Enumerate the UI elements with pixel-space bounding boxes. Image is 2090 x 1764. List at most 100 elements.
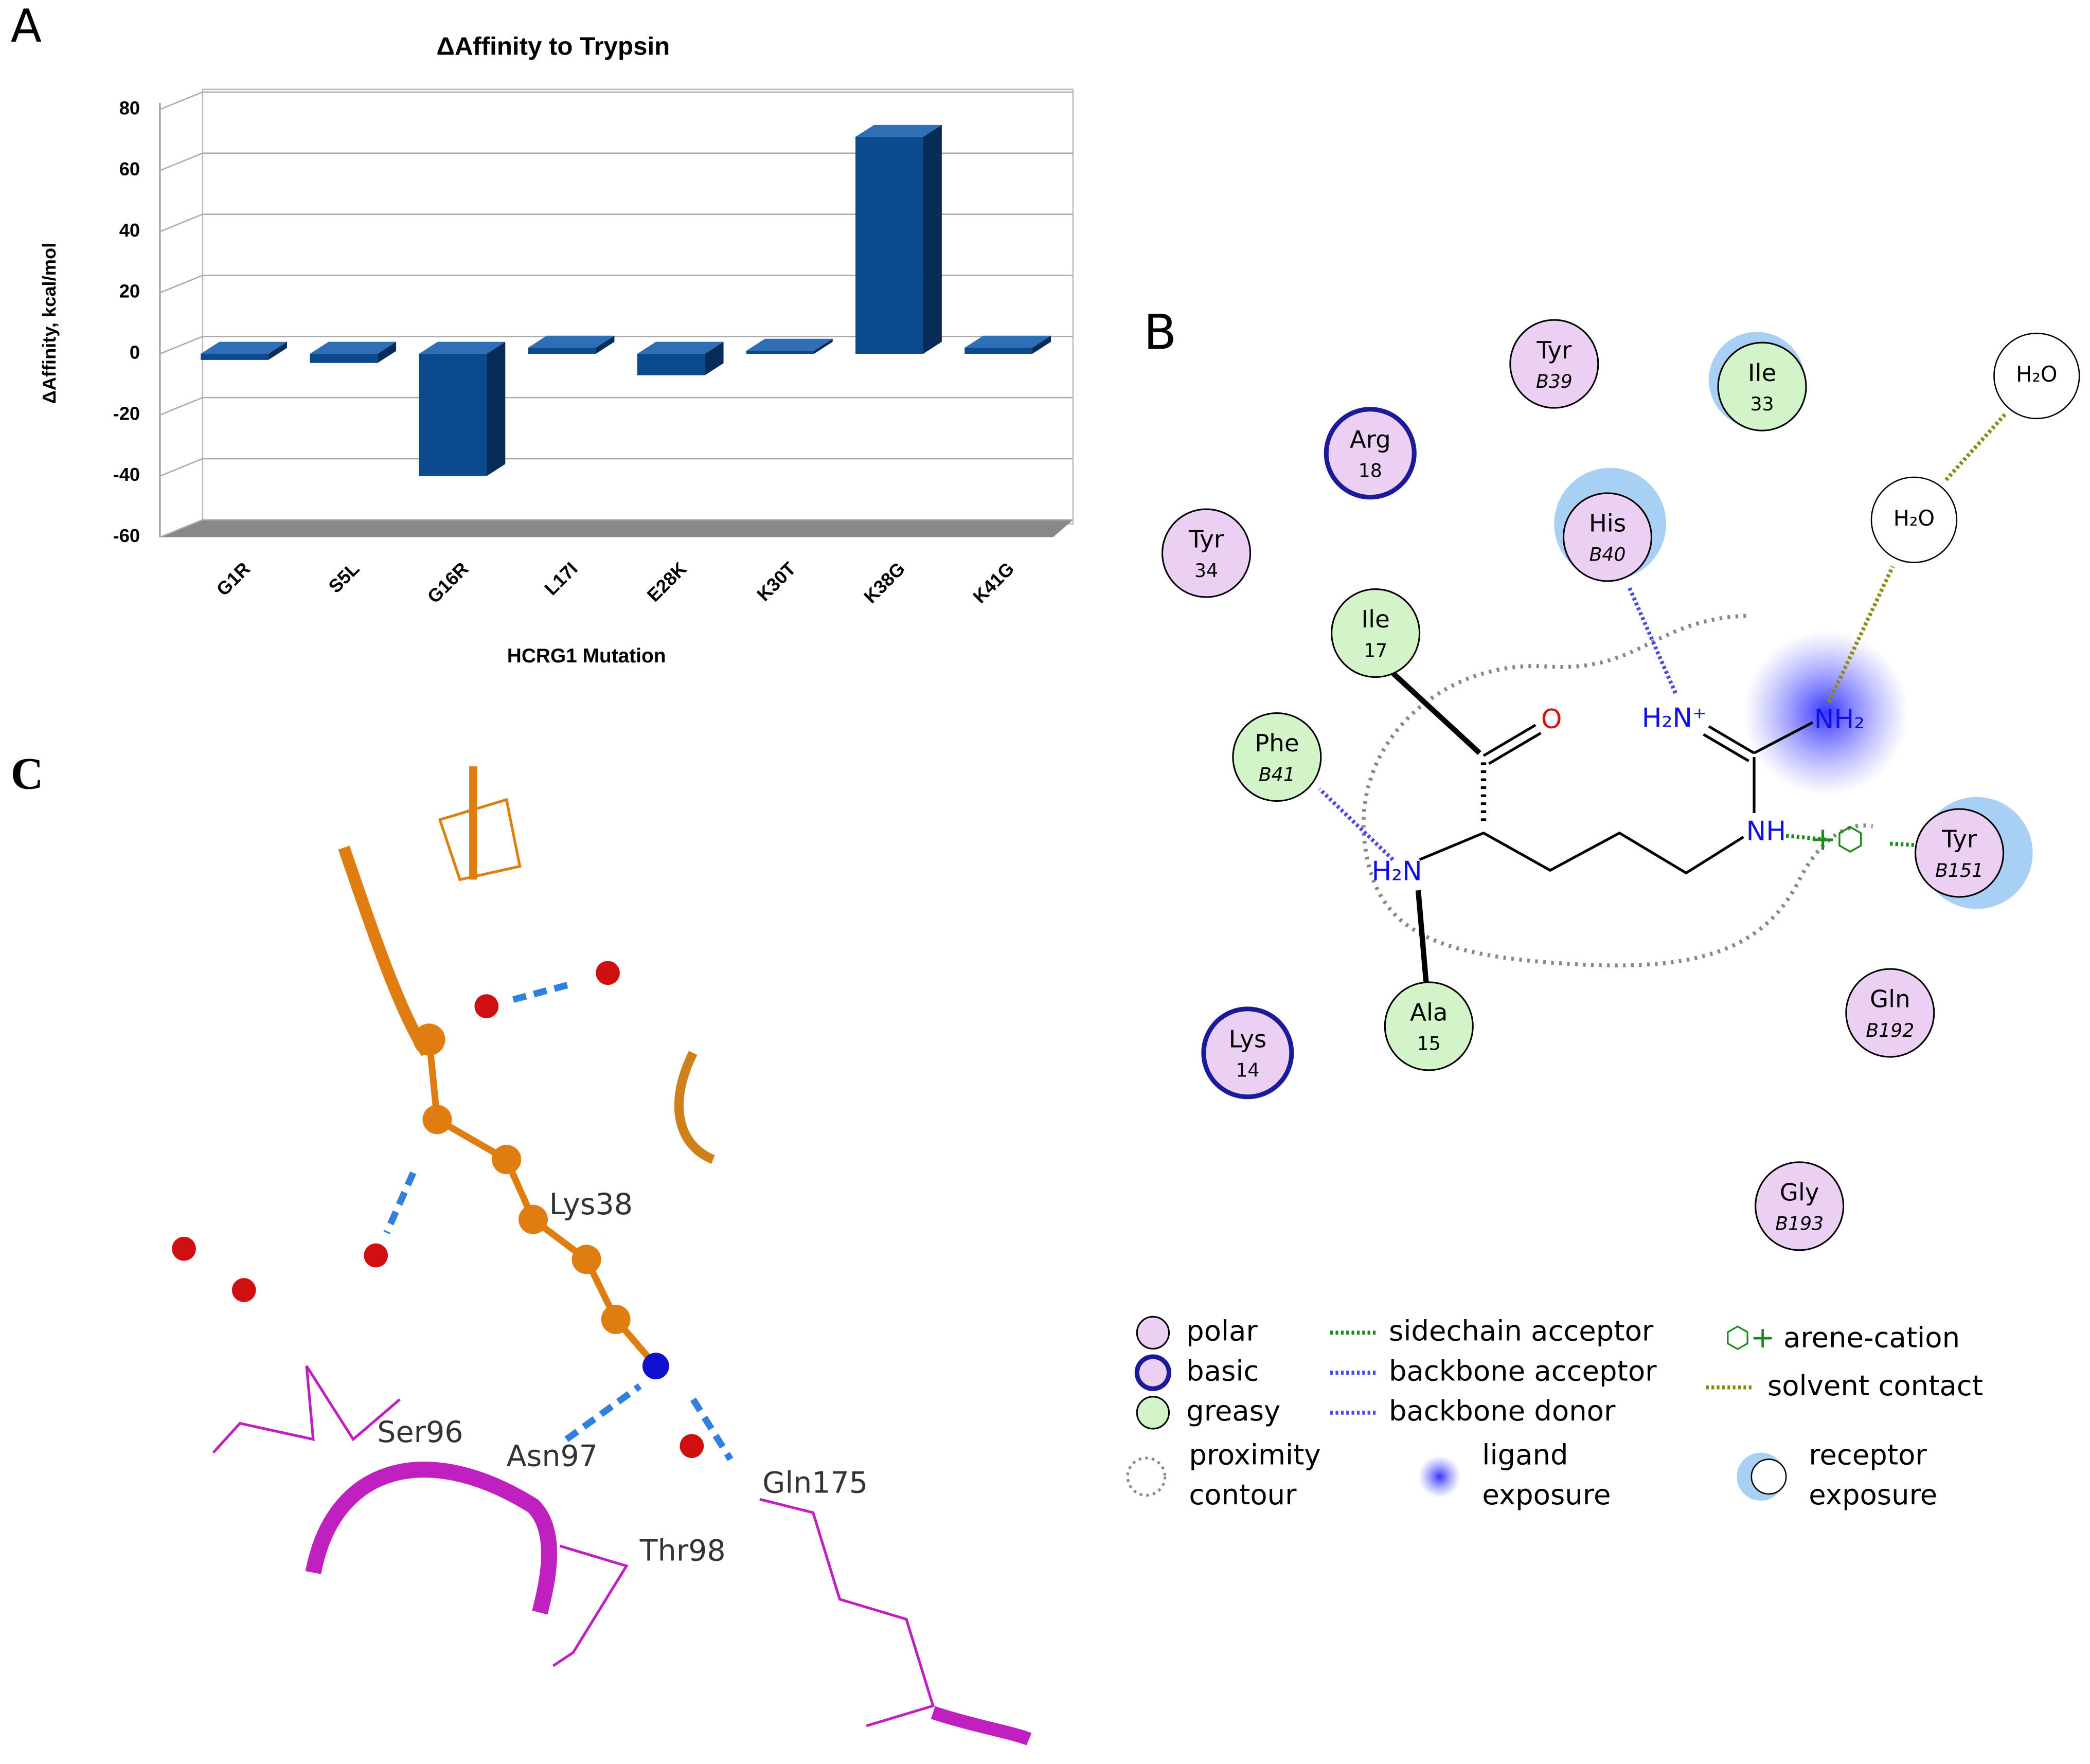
residue-name: Ile xyxy=(1361,605,1389,633)
grid-line xyxy=(159,213,1073,232)
legend-swatch xyxy=(1136,1396,1170,1430)
floor xyxy=(159,519,1073,537)
backbone-acceptor xyxy=(1627,585,1677,694)
atom-label: H₂N xyxy=(1371,856,1422,887)
bar xyxy=(310,353,378,363)
atom xyxy=(642,1353,669,1380)
legend-swatch xyxy=(1134,1354,1172,1391)
ribbon xyxy=(674,1051,715,1164)
residue-name: Tyr xyxy=(1188,526,1224,553)
legend-swatch: ⬡+ xyxy=(1725,1321,1775,1355)
bar xyxy=(201,353,269,360)
residue-node xyxy=(1509,319,1599,409)
residue-name: Tyr xyxy=(1536,336,1572,364)
residue-number: 14 xyxy=(1236,1059,1259,1082)
bar-top xyxy=(310,341,397,354)
atoms xyxy=(413,1023,631,1335)
bar-side xyxy=(814,338,833,354)
x-axis-label: HCRG1 Mutation xyxy=(507,645,666,667)
interaction-diagram: +⬡ Tyr B39 Ile 33 Arg 18 His B40 Tyr 34 Ile 17 Phe B4… xyxy=(1126,319,2080,1511)
legend-label: solvent contact xyxy=(1767,1369,1983,1402)
residue-node xyxy=(1384,981,1474,1071)
residue-node xyxy=(1914,808,2005,898)
panel-label: A xyxy=(11,0,42,52)
legend-label: arene-cation xyxy=(1783,1321,1960,1354)
bar-top xyxy=(855,124,942,137)
arene-cation xyxy=(1785,834,1827,842)
y-tick-label: 20 xyxy=(119,281,140,302)
residue-number: B193 xyxy=(1775,1213,1824,1235)
atom-label: O xyxy=(1541,704,1562,735)
bar-side xyxy=(268,341,287,360)
bar-side xyxy=(486,341,506,476)
backbone-acceptor xyxy=(1318,787,1395,861)
ligand-exposure xyxy=(1743,630,1909,796)
legend-label: contour xyxy=(1189,1478,1297,1511)
legend-label: proximity xyxy=(1189,1438,1320,1471)
x-tick-label: S5L xyxy=(324,558,363,597)
legend-label: exposure xyxy=(1482,1478,1611,1511)
legend-swatch xyxy=(1136,1316,1170,1350)
grid-line xyxy=(159,152,1073,171)
chart-title: ΔAffinity to Trypsin xyxy=(436,32,670,61)
ribbon xyxy=(931,1706,1032,1745)
bar-chart: ΔAffinity to Trypsin HCRG1 Mutation ΔAffin… xyxy=(39,32,1074,667)
h-bonds xyxy=(383,980,734,1462)
residue-number: B192 xyxy=(1866,1019,1914,1041)
legend-label: sidechain acceptor xyxy=(1389,1315,1654,1347)
bar xyxy=(528,348,596,354)
y-tick-label: -40 xyxy=(113,464,140,485)
residue-node xyxy=(1161,508,1252,598)
residue-node xyxy=(1324,407,1417,500)
residue-name: Arg xyxy=(1350,425,1391,453)
bar-side xyxy=(705,341,724,375)
residue-name: Ala xyxy=(1410,999,1448,1027)
ligand-bonds xyxy=(1391,671,1814,984)
legend-label: backbone acceptor xyxy=(1389,1354,1657,1387)
y-tick-label: 0 xyxy=(130,342,140,363)
residue-label: Lys38 xyxy=(549,1187,633,1221)
grid-line xyxy=(159,519,1073,538)
bar-top xyxy=(528,335,615,348)
residue-name: Lys xyxy=(1229,1025,1267,1053)
bar-top xyxy=(637,341,724,354)
x-tick-label: E28K xyxy=(643,558,691,606)
water-node xyxy=(1870,476,1958,563)
grid-line xyxy=(159,458,1073,477)
ribbon xyxy=(338,845,432,1056)
legend-label: basic xyxy=(1186,1354,1259,1387)
solvent-contact xyxy=(1827,565,1895,704)
bar xyxy=(419,353,487,476)
water-label: H₂O xyxy=(1893,506,1935,531)
residue-number: 34 xyxy=(1194,560,1218,582)
residue-node xyxy=(1845,968,1935,1058)
residue-label: Asn97 xyxy=(507,1439,598,1473)
bar-top xyxy=(201,341,287,354)
y-tick-label: 80 xyxy=(119,97,140,118)
bar-side xyxy=(377,341,397,363)
bar-top xyxy=(964,335,1051,348)
residue-label: Thr98 xyxy=(639,1534,726,1568)
legend-swatch xyxy=(1126,1456,1167,1497)
grid-line xyxy=(159,336,1073,355)
ribbon xyxy=(305,1462,558,1615)
x-tick-label: G1R xyxy=(212,558,255,600)
x-tick-label: K38G xyxy=(860,558,909,607)
panel-label: C xyxy=(11,749,44,799)
residue-number: 15 xyxy=(1417,1033,1441,1055)
legend-label: exposure xyxy=(1809,1478,1937,1511)
residue-name: Phe xyxy=(1255,729,1299,757)
bar-top xyxy=(746,338,833,351)
y-tick-label: 60 xyxy=(119,158,140,179)
residue-number: 33 xyxy=(1750,393,1774,415)
legend-label: backbone donor xyxy=(1389,1394,1616,1427)
residue-name: Tyr xyxy=(1941,825,1977,853)
solvent-contact xyxy=(1944,411,2008,481)
water-label: H₂O xyxy=(2016,362,2057,387)
sticks xyxy=(212,1365,935,1727)
residue-name: Gln xyxy=(1870,985,1910,1013)
panel-label: B xyxy=(1144,304,1176,361)
residue-label: Gln175 xyxy=(762,1466,868,1500)
bar-side xyxy=(596,335,615,354)
